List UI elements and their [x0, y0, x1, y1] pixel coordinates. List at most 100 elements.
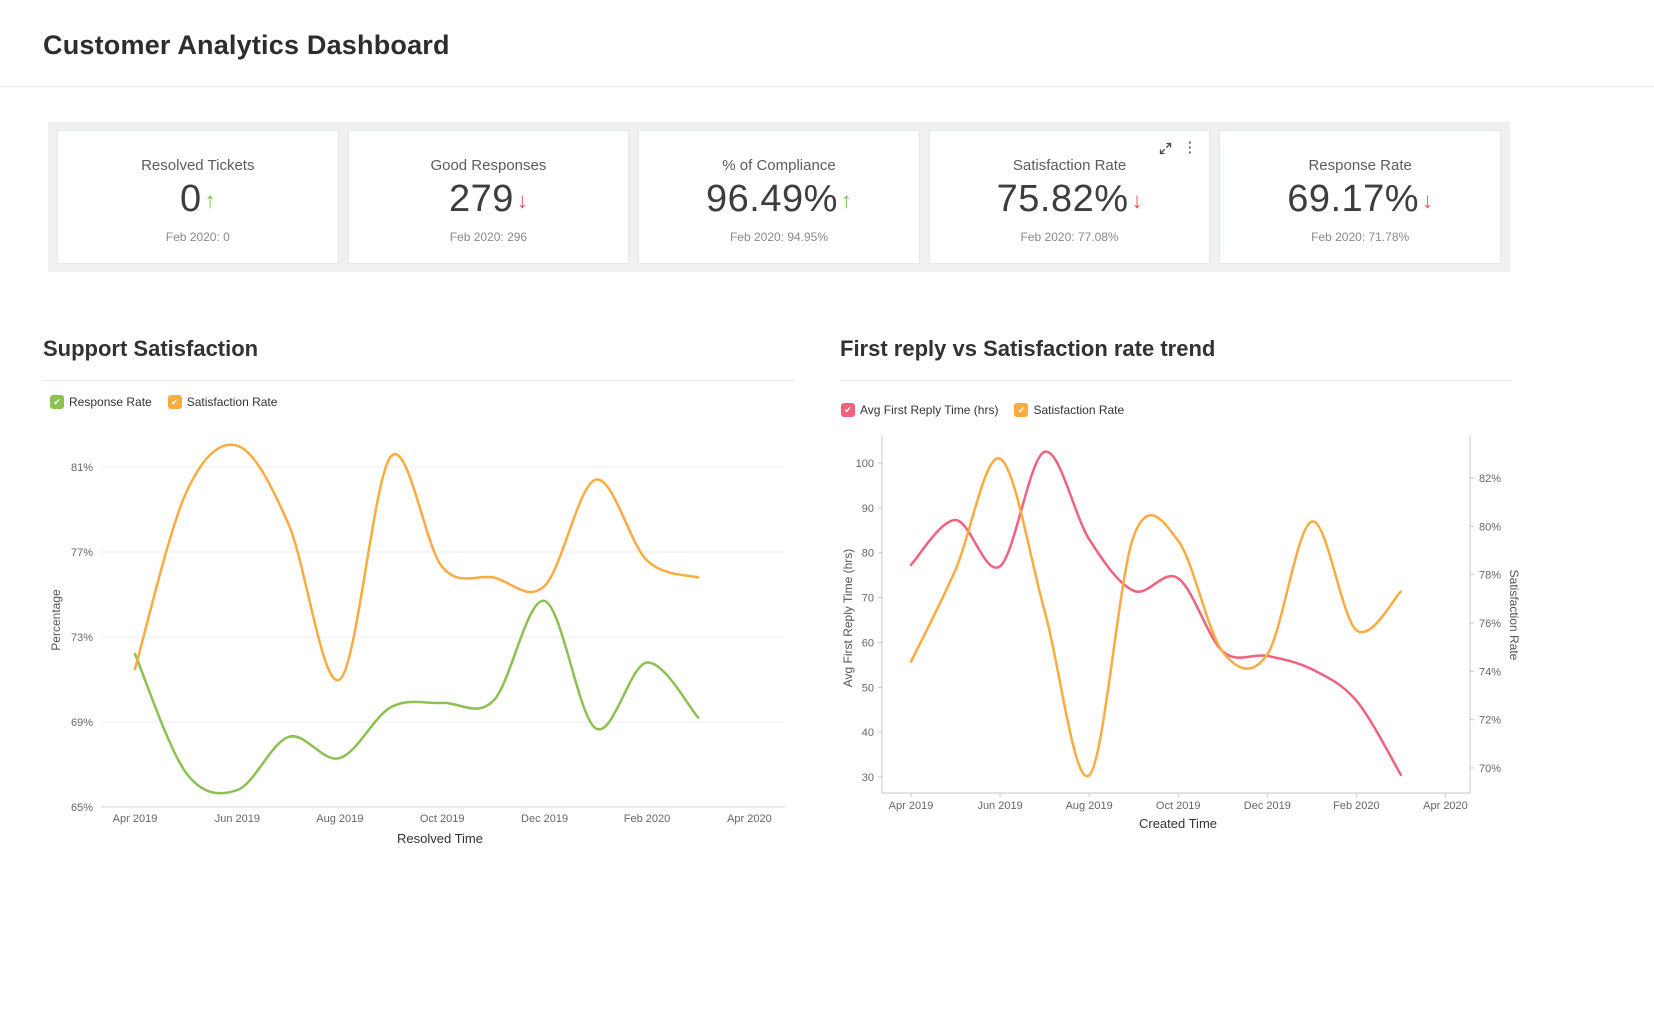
right-y-tick-label: 80% [1479, 521, 1501, 533]
right-y-tick-label: 78% [1479, 570, 1501, 582]
kpi-label: Good Responses [430, 157, 547, 174]
legend-item-satisfaction-rate[interactable]: ✔ Satisfaction Rate [167, 395, 278, 409]
kpi-card-actions: ⋮ [1159, 139, 1198, 156]
trend-down-icon: ↓ [516, 188, 528, 213]
legend-label: Response Rate [69, 395, 152, 409]
avg-first-reply-time-hrs-line[interactable] [909, 450, 1403, 777]
kpi-strip: Resolved Tickets 0 ↑ Feb 2020: 0 Good Res… [48, 122, 1510, 272]
x-tick-label: Aug 2019 [1066, 800, 1113, 812]
kpi-previous-value: Feb 2020: 94.95% [729, 230, 829, 244]
kpi-value-text: 0 [179, 178, 202, 220]
kpi-label: Response Rate [1308, 157, 1412, 174]
x-tick-label: Dec 2019 [521, 813, 568, 825]
chart2-left-axis-title: Avg First Reply Time (hrs) [841, 548, 855, 688]
kpi-card-response-rate[interactable]: Response Rate 69.17% ↓ Feb 2020: 71.78% [1219, 130, 1501, 264]
x-tick-label: Oct 2019 [1156, 800, 1201, 812]
response-rate-line[interactable] [133, 599, 700, 795]
x-tick-label: Oct 2019 [420, 813, 465, 825]
kpi-previous-value: Feb 2020: 296 [449, 230, 528, 244]
chart2-axes: 30 40 50 60 70 80 90 100 70% 72% 74% 76% 78% 80% 82% Ap… [856, 435, 1501, 812]
kpi-previous-value: Feb 2020: 0 [165, 230, 230, 244]
left-y-tick-label: 80 [862, 548, 874, 560]
kpi-value-text: 96.49% [706, 178, 838, 220]
right-y-tick-label: 70% [1479, 763, 1501, 775]
right-y-tick-label: 82% [1479, 473, 1501, 485]
kpi-label: Resolved Tickets [141, 157, 255, 174]
chart2-right-axis-title: Satisfaction Rate [1507, 569, 1521, 661]
expand-icon[interactable] [1159, 142, 1172, 155]
chart1-legend: ✔ Response Rate ✔ Satisfaction Rate [50, 395, 277, 409]
check-icon: ✔ [53, 396, 61, 407]
trend-down-icon: ↓ [1422, 188, 1434, 213]
kpi-card-resolved-tickets[interactable]: Resolved Tickets 0 ↑ Feb 2020: 0 [57, 130, 339, 264]
title-rule [840, 380, 1512, 381]
chart-title-first-reply-vs-satisfaction: First reply vs Satisfaction rate trend [840, 336, 1216, 361]
left-y-tick-label: 50 [862, 682, 874, 694]
legend-label: Satisfaction Rate [186, 395, 278, 409]
kpi-value-text: 69.17% [1287, 178, 1420, 220]
chart1-x-axis-title: Resolved Time [397, 831, 483, 846]
right-y-tick-label: 74% [1479, 666, 1501, 678]
chart1-x-tick-labels: Apr 2019 Jun 2019 Aug 2019 Oct 2019 Dec 2019… [113, 813, 772, 825]
support-satisfaction-chart: 65% 69% 73% 77% 81% Apr 2019 Jun 2019 Aug 2019 O… [71, 443, 785, 825]
left-y-tick-label: 70 [862, 593, 874, 605]
x-tick-label: Aug 2019 [316, 813, 363, 825]
chart-title-support-satisfaction: Support Satisfaction [43, 336, 259, 361]
right-y-tick-label: 72% [1479, 715, 1501, 727]
kpi-value-text: 75.82% [996, 178, 1129, 220]
x-tick-label: Feb 2020 [624, 813, 670, 825]
y-tick-label: 77% [71, 547, 93, 559]
y-tick-label: 81% [71, 462, 93, 474]
satisfaction-rate-line[interactable] [909, 457, 1403, 778]
kpi-value-row: 96.49% ↑ [706, 178, 852, 221]
kebab-menu-icon[interactable]: ⋮ [1182, 139, 1198, 156]
x-tick-label: Apr 2019 [889, 800, 934, 812]
y-tick-label: 73% [71, 632, 93, 644]
kpi-value-row: 279 ↓ [449, 178, 528, 221]
legend-checkbox-icon[interactable]: ✔ [841, 403, 855, 417]
legend-item-satisfaction-rate[interactable]: ✔ Satisfaction Rate [1014, 403, 1124, 417]
kpi-value-row: 69.17% ↓ [1287, 178, 1433, 221]
x-tick-label: Jun 2019 [977, 800, 1022, 812]
kpi-previous-value: Feb 2020: 71.78% [1311, 230, 1410, 244]
x-tick-label: Apr 2019 [113, 813, 158, 825]
kpi-card-satisfaction-rate[interactable]: ⋮ Satisfaction Rate 75.82% ↓ Feb 2020: 77… [928, 130, 1211, 264]
right-y-tick-label: 76% [1479, 618, 1501, 630]
kpi-card-good-responses[interactable]: Good Responses 279 ↓ Feb 2020: 296 [347, 130, 630, 264]
first-reply-vs-satisfaction-chart: 30 40 50 60 70 80 90 100 70% 72% 74% 76% 78% 80% 82% Ap… [856, 435, 1501, 812]
legend-item-avg-first-reply-time[interactable]: ✔ Avg First Reply Time (hrs) [841, 403, 998, 417]
x-tick-label: Dec 2019 [1244, 800, 1291, 812]
kpi-value-text: 279 [448, 178, 514, 220]
trend-down-icon: ↓ [1131, 188, 1143, 213]
left-y-tick-label: 40 [862, 727, 874, 739]
y-tick-label: 69% [71, 717, 93, 729]
kpi-label: Satisfaction Rate [1012, 157, 1127, 174]
x-tick-label: Jun 2019 [215, 813, 260, 825]
chart1-gridlines: 65% 69% 73% 77% 81% [71, 462, 785, 814]
left-y-tick-label: 90 [862, 503, 874, 515]
x-tick-label: Apr 2020 [727, 813, 772, 825]
kpi-card-compliance[interactable]: % of Compliance 96.49% ↑ Feb 2020: 94.95% [638, 130, 920, 264]
y-tick-label: 65% [71, 802, 93, 814]
header-divider [0, 86, 1654, 87]
page-title: Customer Analytics Dashboard [43, 30, 450, 60]
trend-up-icon: ↑ [840, 188, 852, 213]
check-icon: ✔ [1017, 404, 1026, 415]
kpi-label: % of Compliance [722, 157, 836, 174]
left-y-tick-label: 100 [856, 458, 874, 470]
legend-label: Satisfaction Rate [1033, 403, 1125, 417]
check-icon: ✔ [844, 404, 852, 415]
x-tick-label: Feb 2020 [1333, 800, 1379, 812]
legend-label: Avg First Reply Time (hrs) [860, 403, 999, 417]
left-y-tick-label: 60 [862, 637, 874, 649]
kpi-value-row: 75.82% ↓ [997, 178, 1143, 221]
left-y-tick-label: 30 [862, 772, 874, 784]
chart1-y-axis-title: Percentage [49, 589, 63, 651]
legend-item-response-rate[interactable]: ✔ Response Rate [50, 395, 152, 409]
kpi-previous-value: Feb 2020: 77.08% [1020, 230, 1119, 244]
legend-checkbox-icon[interactable]: ✔ [1014, 403, 1029, 417]
kpi-value-row: 0 ↑ [180, 178, 216, 221]
legend-checkbox-icon[interactable]: ✔ [50, 395, 64, 409]
satisfaction-rate-line[interactable] [133, 443, 700, 682]
legend-checkbox-icon[interactable]: ✔ [167, 395, 182, 409]
